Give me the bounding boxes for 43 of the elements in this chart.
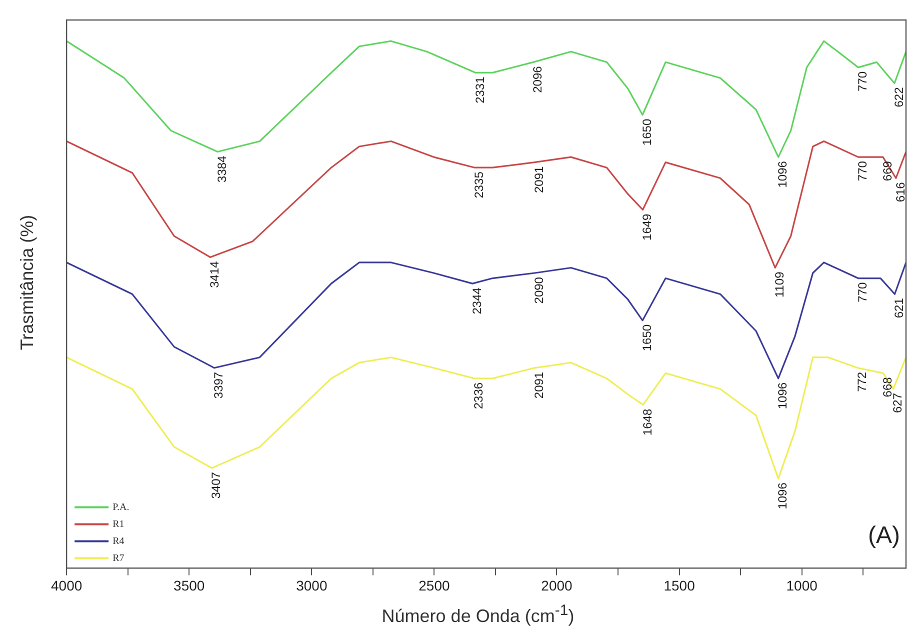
annotation: 1096 — [776, 160, 790, 188]
annotation: 3397 — [212, 372, 226, 399]
annotation: 770 — [856, 160, 870, 182]
annotation: 2091 — [532, 166, 546, 194]
annotation: 772 — [855, 372, 870, 392]
annotation: 621 — [892, 298, 906, 318]
annotation: 1109 — [772, 271, 786, 298]
legend-label: P.A. — [112, 502, 130, 513]
legend-label: R7 — [112, 552, 124, 564]
annotation: 1096 — [776, 382, 790, 410]
annotation: 622 — [892, 86, 906, 108]
annotation: 1096 — [776, 482, 790, 510]
annotation: 2091 — [532, 372, 546, 399]
annotation: 770 — [856, 282, 870, 302]
x-tick-label: 3000 — [296, 577, 328, 594]
x-tick-label: 2500 — [418, 577, 450, 594]
annotation: 616 — [893, 182, 908, 202]
annotation: 3414 — [208, 260, 222, 288]
annotation: 3407 — [209, 472, 224, 499]
annotation: 2090 — [532, 276, 546, 304]
annotation: 1650 — [640, 118, 654, 146]
x-tick-label: 2000 — [541, 577, 573, 594]
annotation: 2335 — [472, 171, 486, 198]
annotation: 2336 — [472, 382, 486, 410]
y-axis-title: Trasmitância (%) — [18, 214, 38, 350]
annotation: 3384 — [214, 155, 229, 182]
annotation: 1649 — [640, 213, 654, 240]
annotation: 669 — [880, 160, 894, 182]
annotation: 2096 — [530, 66, 545, 93]
annotation: 2331 — [472, 76, 487, 104]
x-tick-label: 1500 — [664, 577, 696, 594]
annotation: 1648 — [640, 408, 654, 436]
x-axis-title: Número de Onda (cm$^{-1}$) — [380, 602, 576, 627]
x-tick-label: 3500 — [174, 577, 205, 594]
annotation: 770 — [856, 71, 870, 92]
annotation: 627 — [890, 392, 905, 414]
annotation: 2344 — [470, 287, 484, 314]
legend-label: R1 — [112, 518, 124, 530]
x-tick-label: 4000 — [50, 577, 82, 594]
annotation: 1650 — [640, 324, 654, 352]
x-tick-label: 1000 — [786, 577, 818, 594]
annotation: (A) — [868, 522, 900, 549]
legend-label: R4 — [112, 536, 124, 547]
